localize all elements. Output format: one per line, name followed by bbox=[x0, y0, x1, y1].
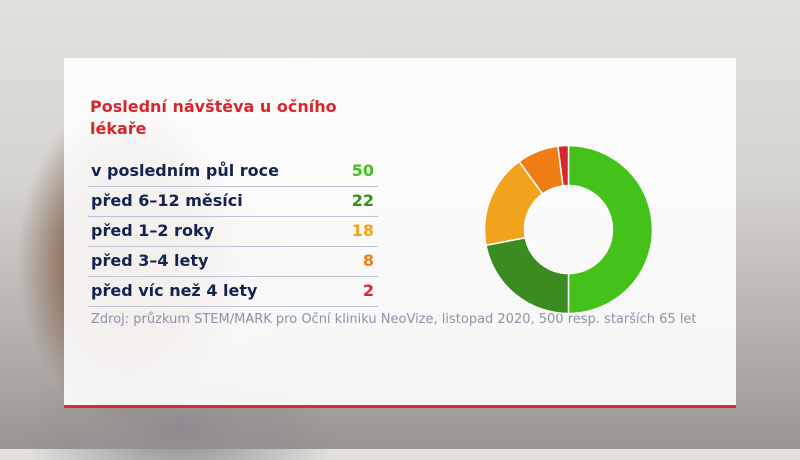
legend-row: před víc než 4 lety 2 bbox=[88, 276, 378, 307]
source-note: Zdroj: průzkum STEM/MARK pro Oční klinik… bbox=[91, 312, 697, 327]
row-label: v posledním půl roce bbox=[91, 161, 279, 180]
row-label: před 1–2 roky bbox=[91, 221, 215, 240]
row-value: 8 bbox=[362, 251, 374, 270]
row-value: 18 bbox=[351, 221, 374, 240]
donut-slice bbox=[567, 144, 654, 315]
row-value: 2 bbox=[362, 281, 374, 300]
donut-slice bbox=[485, 236, 570, 315]
row-label: před 6–12 měsíci bbox=[91, 191, 243, 210]
row-label: před víc než 4 lety bbox=[91, 281, 258, 300]
accent-line bbox=[64, 405, 736, 408]
legend-row: v posledním půl roce 50 bbox=[88, 156, 378, 187]
donut-chart bbox=[483, 144, 654, 315]
row-label: před 3–4 lety bbox=[91, 251, 209, 270]
donut-slice bbox=[557, 144, 570, 187]
legend-row: před 3–4 lety 8 bbox=[88, 246, 378, 277]
chart-title: Poslední návštěva u očního lékaře bbox=[90, 97, 337, 138]
legend-row: před 6–12 měsíci 22 bbox=[88, 186, 378, 217]
row-value: 50 bbox=[351, 161, 374, 180]
row-value: 22 bbox=[351, 191, 374, 210]
legend-row: před 1–2 roky 18 bbox=[88, 216, 378, 247]
